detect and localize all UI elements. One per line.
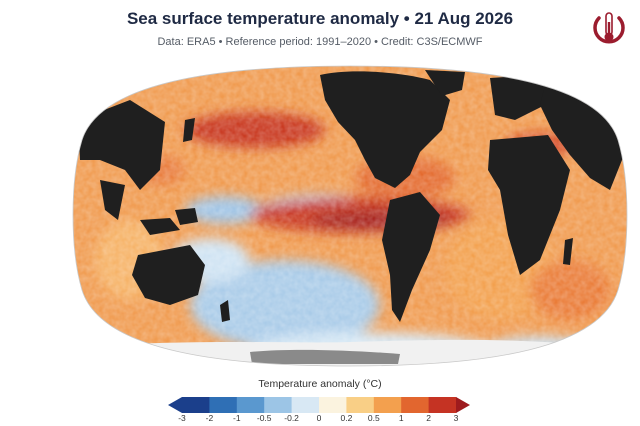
colorbar-min-arrow: [168, 397, 182, 413]
colorbar-segment: [209, 397, 238, 413]
map-subtitle: Data: ERA5 • Reference period: 1991–2020…: [157, 36, 483, 48]
legend-title: Temperature anomaly (°C): [258, 378, 382, 390]
colorbar-tick-label: -1: [233, 413, 241, 423]
thermometer-ring-icon: [591, 10, 627, 50]
colorbar-tick-label: 0.5: [367, 413, 380, 423]
colorbar-tick-label: -3: [178, 413, 186, 423]
colorbar-tick-label: -0.2: [284, 413, 299, 423]
colorbar-tick-label: 1: [398, 413, 404, 423]
colorbar-tick-label: 2: [426, 413, 431, 423]
colorbar-max-arrow: [456, 397, 470, 413]
colorbar: [168, 397, 470, 413]
colorbar-tick-label: 0: [316, 413, 322, 423]
colorbar-tick-label: 0.2: [340, 413, 353, 423]
colorbar-segment: [291, 397, 320, 413]
colorbar-segment: [428, 397, 457, 413]
colorbar-segment: [264, 397, 293, 413]
colorbar-tick-label: -0.5: [256, 413, 272, 423]
colorbar-segment: [346, 397, 375, 413]
colorbar-segment: [319, 397, 347, 413]
sst-anomaly-map: [72, 65, 628, 367]
colorbar-tick-label: -2: [205, 413, 214, 423]
map-title: Sea surface temperature anomaly • 21 Aug…: [126, 9, 514, 28]
ocean-layer: [73, 66, 627, 366]
colorbar-segment: [373, 397, 402, 413]
colorbar-segment: [182, 397, 210, 413]
colorbar-tick-label: 3: [453, 413, 459, 423]
colorbar-ticks: -3 -2 -1 -0.5 -0.2 0 0.2 0.5 1 2 3: [0, 413, 640, 426]
colorbar-segment: [236, 397, 265, 413]
colorbar-segment: [401, 397, 430, 413]
